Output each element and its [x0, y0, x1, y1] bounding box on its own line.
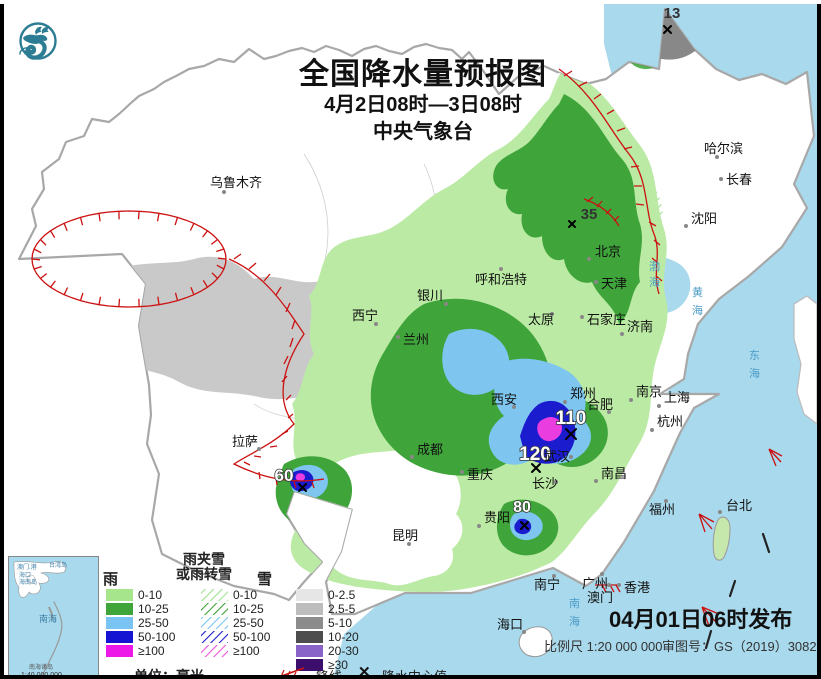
svg-text:海南岛: 海南岛 — [19, 578, 37, 586]
svg-text:10-25: 10-25 — [233, 602, 264, 616]
svg-text:50-100: 50-100 — [233, 630, 271, 644]
svg-text:25-50: 25-50 — [233, 616, 264, 630]
svg-text:2.5-5: 2.5-5 — [328, 602, 356, 616]
svg-text:10-20: 10-20 — [328, 630, 359, 644]
svg-text:≥100: ≥100 — [138, 644, 165, 658]
svg-text:0-10: 0-10 — [138, 588, 162, 602]
svg-text:澳门.港: 澳门.港 — [17, 563, 37, 571]
svg-text:25-50: 25-50 — [138, 616, 169, 630]
svg-text:1:40 000 000: 1:40 000 000 — [21, 672, 62, 675]
svg-text:台湾岛: 台湾岛 — [49, 561, 67, 569]
svg-text:南海: 南海 — [39, 613, 57, 624]
svg-text:0-10: 0-10 — [233, 588, 257, 602]
svg-text:海口: 海口 — [19, 571, 31, 579]
svg-text:50-100: 50-100 — [138, 630, 176, 644]
svg-text:南海诸岛: 南海诸岛 — [29, 663, 53, 671]
svg-text:0-2.5: 0-2.5 — [328, 588, 356, 602]
svg-text:5-10: 5-10 — [328, 616, 352, 630]
svg-text:10-25: 10-25 — [138, 602, 169, 616]
svg-text:20-30: 20-30 — [328, 644, 359, 658]
svg-text:≥100: ≥100 — [233, 644, 260, 658]
